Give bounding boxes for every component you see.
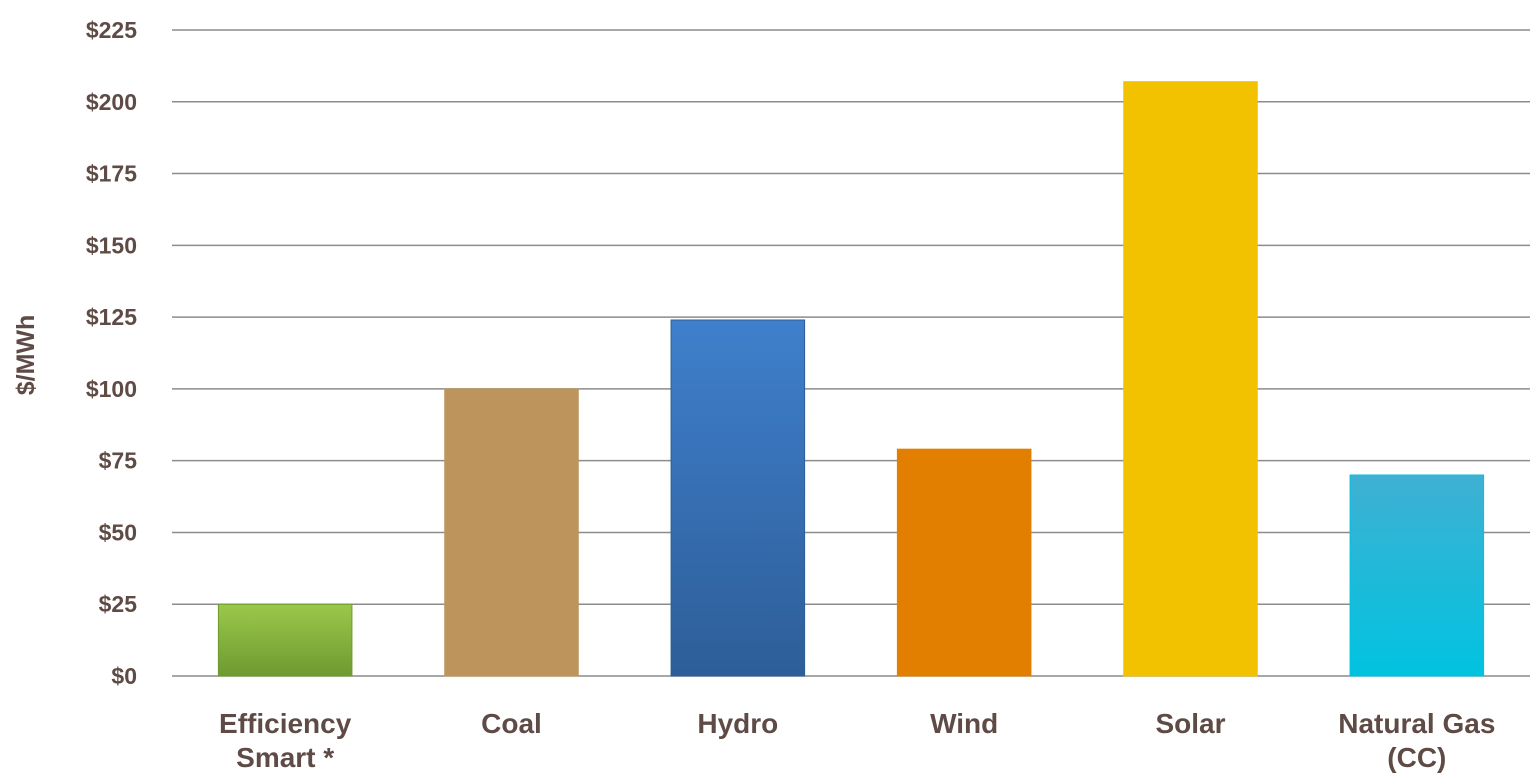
y-tick-label: $150	[86, 232, 137, 258]
x-tick-label: Coal	[481, 708, 542, 739]
y-tick-label: $100	[86, 376, 137, 402]
x-axis-category-labels: Efficiency Smart * Coal Hydro Wind Solar Natur…	[219, 708, 1495, 773]
y-tick-label: $50	[99, 519, 137, 545]
y-tick-label: $75	[99, 448, 138, 474]
y-tick-label: $125	[86, 304, 137, 330]
x-tick-label: Wind	[930, 708, 998, 739]
bar	[896, 448, 1032, 677]
y-tick-label: $225	[86, 17, 137, 43]
bar	[1123, 81, 1258, 677]
x-tick-label: Efficiency Smart *	[219, 708, 352, 773]
y-axis-tick-labels: $0 $25 $50 $75 $100 $125 $150 $175 $200 $225	[86, 17, 137, 689]
x-tick-label: Natural Gas (CC)	[1338, 708, 1495, 773]
bar	[444, 388, 579, 677]
y-tick-label: $25	[99, 591, 138, 617]
x-tick-label: Hydro	[697, 708, 778, 739]
x-tick-label: Solar	[1155, 708, 1225, 739]
bar	[670, 319, 806, 677]
y-tick-label: $175	[86, 161, 137, 187]
bar	[217, 603, 353, 677]
y-tick-label: $0	[111, 663, 137, 689]
y-axis-label: $/MWh	[12, 315, 40, 396]
gridlines	[172, 29, 1530, 677]
bars	[217, 81, 1485, 677]
y-tick-label: $200	[86, 89, 137, 115]
bar	[1349, 474, 1485, 677]
